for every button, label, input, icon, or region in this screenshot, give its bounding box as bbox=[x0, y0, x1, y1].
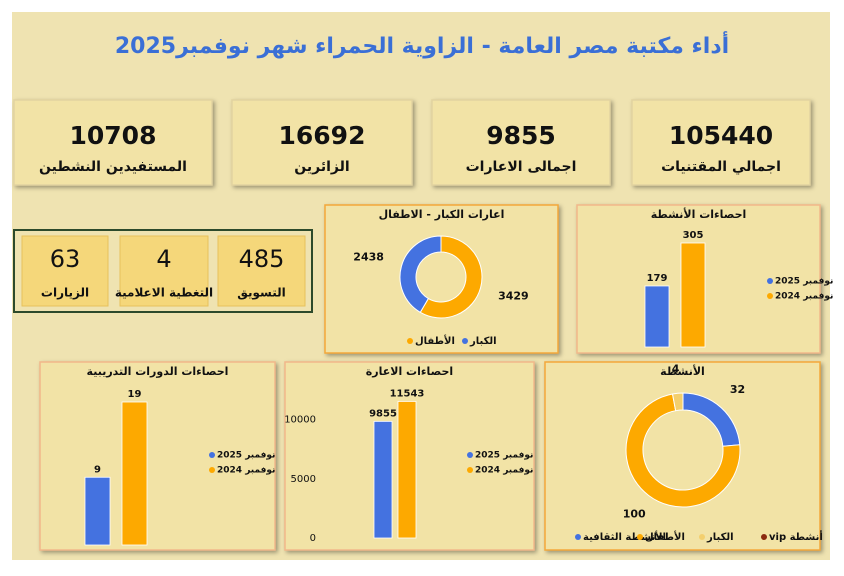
data-label: 19 bbox=[128, 389, 142, 400]
data-label: 9855 bbox=[369, 408, 397, 419]
data-label: 4 bbox=[672, 362, 680, 375]
card bbox=[39, 361, 276, 551]
data-label: 3429 bbox=[498, 290, 529, 303]
data-label: 2438 bbox=[353, 250, 384, 263]
legend-marker bbox=[209, 452, 215, 458]
data-label: 9 bbox=[94, 464, 101, 475]
small-kpi-label: الزيارات bbox=[41, 286, 89, 300]
small-kpi-value: 485 bbox=[239, 245, 285, 273]
kpi-value: 16692 bbox=[279, 121, 366, 150]
small-card bbox=[217, 235, 306, 307]
legend-label: أنشطة vip bbox=[769, 530, 823, 543]
small-kpi-value: 63 bbox=[50, 245, 81, 273]
data-label: 32 bbox=[730, 383, 745, 396]
bar bbox=[84, 476, 111, 546]
card bbox=[324, 204, 559, 354]
bar bbox=[121, 401, 148, 546]
card bbox=[431, 99, 611, 186]
donut-slice bbox=[671, 392, 684, 412]
donut-slice bbox=[625, 393, 741, 508]
y-tick-label: 5000 bbox=[291, 474, 316, 485]
donut-slice bbox=[419, 235, 483, 319]
legend-label: نوفمبر 2024 bbox=[475, 466, 533, 476]
card bbox=[231, 99, 413, 186]
kpi-label: الزائرين bbox=[294, 159, 349, 175]
legend-marker bbox=[467, 467, 473, 473]
legend-label: نوفمبر 2024 bbox=[217, 466, 275, 476]
bar bbox=[373, 420, 393, 539]
card bbox=[13, 99, 213, 186]
legend-label: نوفمبر 2025 bbox=[475, 451, 533, 461]
kpi-label: اجمالى الاعارات bbox=[466, 159, 577, 175]
bar bbox=[680, 242, 706, 348]
small-kpi-value: 4 bbox=[156, 245, 171, 273]
kpi-label: المستفيدين النشطين bbox=[39, 159, 187, 175]
page-title: أداء مكتبة مصر العامة - الزاوية الحمراء … bbox=[115, 30, 729, 59]
y-tick-label: 0 bbox=[310, 533, 316, 544]
card bbox=[631, 99, 811, 186]
chart-title: اعارات الكبار - الاطفال bbox=[379, 208, 505, 221]
chart-title: احصاءات الدورات التدريبية bbox=[87, 365, 229, 378]
small-kpi-label: التغطية الاعلامية bbox=[115, 286, 213, 300]
data-label: 305 bbox=[683, 230, 704, 241]
chart-title: احصاءات الأنشطة bbox=[651, 207, 747, 221]
kpi-value: 9855 bbox=[486, 121, 556, 150]
small-kpi-group bbox=[13, 229, 313, 313]
kpi-label: اجمالي المقتنيات bbox=[661, 159, 781, 175]
data-label: 100 bbox=[623, 508, 646, 521]
bar bbox=[644, 285, 670, 348]
y-tick-label: 10000 bbox=[284, 415, 316, 426]
legend-marker bbox=[767, 293, 773, 299]
legend-marker bbox=[761, 534, 767, 540]
legend-marker bbox=[462, 338, 468, 344]
legend-marker bbox=[637, 534, 643, 540]
donut-slice bbox=[399, 235, 442, 314]
legend-marker bbox=[699, 534, 705, 540]
legend-label: الأطفال bbox=[415, 334, 455, 347]
legend-label: الكبار bbox=[469, 336, 497, 347]
card bbox=[544, 361, 821, 551]
legend-label: الأطفال bbox=[645, 530, 685, 543]
small-kpi-label: التسويق bbox=[237, 286, 286, 301]
legend-marker bbox=[767, 278, 773, 284]
legend-marker bbox=[209, 467, 215, 473]
legend-label: الكبار bbox=[706, 532, 734, 543]
small-card bbox=[21, 235, 109, 307]
data-label: 11543 bbox=[390, 388, 425, 399]
bar bbox=[397, 401, 417, 539]
data-label: 179 bbox=[647, 273, 668, 284]
legend-label: نوفمبر 2025 bbox=[217, 451, 275, 461]
kpi-value: 10708 bbox=[70, 121, 157, 150]
legend-label: الأنشطة الثقافية bbox=[583, 530, 666, 543]
legend-label: نوفمبر 2024 bbox=[775, 292, 833, 302]
legend-label: نوفمبر 2025 bbox=[775, 277, 833, 287]
legend-marker bbox=[407, 338, 413, 344]
chart-title: احصاءات الاعارة bbox=[366, 365, 453, 378]
legend-marker bbox=[467, 452, 473, 458]
chart-title: الأنشطة bbox=[660, 364, 705, 378]
kpi-value: 105440 bbox=[669, 121, 773, 150]
small-card bbox=[119, 235, 209, 307]
legend-marker bbox=[575, 534, 581, 540]
